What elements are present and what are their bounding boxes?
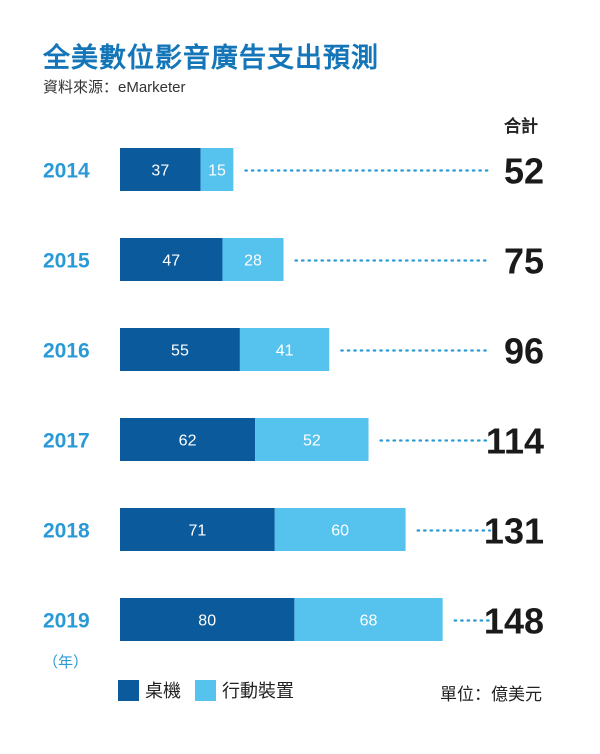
- bar-mobile: [294, 598, 443, 641]
- bar-mobile: [222, 238, 284, 281]
- total-header: 合計: [504, 117, 538, 136]
- total-value: 114: [486, 421, 544, 462]
- bar-label-mobile: 28: [244, 253, 262, 270]
- bar-desktop: [120, 508, 275, 551]
- bar-label-desktop: 55: [171, 343, 189, 360]
- unit-note: 單位：億美元: [440, 685, 542, 704]
- total-value: 148: [484, 601, 544, 642]
- bar-desktop: [120, 418, 256, 461]
- bar-mobile: [239, 328, 330, 371]
- bar-mobile: [274, 508, 406, 551]
- bar-label-desktop: 80: [198, 613, 216, 630]
- bar-label-mobile: 60: [331, 523, 349, 540]
- bar-label-mobile: 68: [360, 613, 378, 630]
- total-value: 75: [504, 241, 544, 282]
- total-value: 52: [504, 151, 544, 192]
- bar-label-desktop: 62: [179, 433, 197, 450]
- bar-label-mobile: 41: [276, 343, 294, 360]
- bar-label-desktop: 71: [188, 523, 206, 540]
- legend: 桌機 行動裝置: [118, 677, 308, 703]
- legend-item-desktop: 桌機: [118, 677, 181, 703]
- legend-label-desktop: 桌機: [145, 681, 181, 701]
- legend-label-mobile: 行動裝置: [222, 681, 294, 701]
- total-value: 131: [484, 511, 544, 552]
- bar-mobile: [200, 148, 234, 191]
- bar-label-mobile: 15: [208, 163, 226, 180]
- year-label: 2017: [43, 430, 90, 453]
- year-axis-label: （年）: [43, 654, 89, 671]
- bar-label-desktop: 47: [162, 253, 180, 270]
- legend-item-mobile: 行動裝置: [195, 677, 294, 703]
- year-label: 2014: [43, 160, 90, 183]
- bar-label-mobile: 52: [303, 433, 321, 450]
- legend-swatch-mobile: [195, 679, 216, 701]
- year-label: 2018: [43, 520, 90, 543]
- bar-desktop: [120, 328, 240, 371]
- legend-swatch-desktop: [118, 679, 139, 701]
- year-label: 2019: [43, 610, 90, 633]
- chart-title: 全美數位影音廣告支出預測: [43, 43, 379, 73]
- bar-desktop: [120, 148, 201, 191]
- source-note: 資料來源：eMarketer: [43, 79, 186, 96]
- year-label: 2016: [43, 340, 90, 363]
- bar-mobile: [255, 418, 369, 461]
- total-value: 96: [504, 331, 544, 372]
- year-label: 2015: [43, 250, 90, 273]
- bar-label-desktop: 37: [151, 163, 169, 180]
- bar-desktop: [120, 238, 223, 281]
- bar-desktop: [120, 598, 295, 641]
